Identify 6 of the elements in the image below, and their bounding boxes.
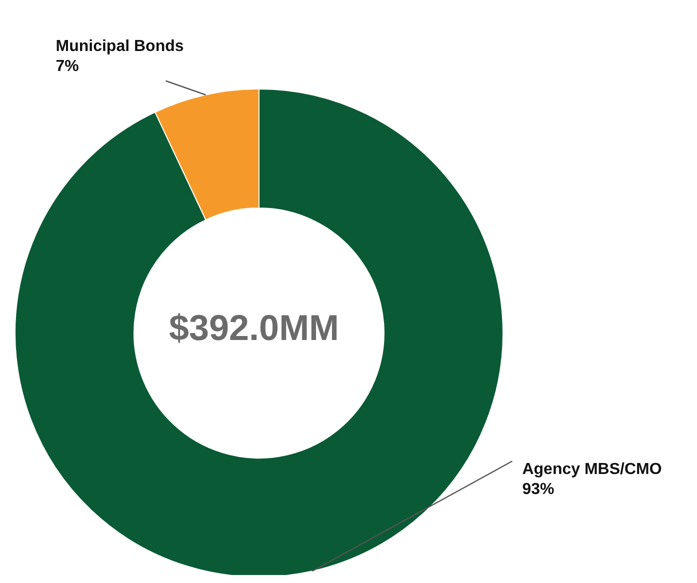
data-label: 7% [56,58,79,75]
slice-label: Agency MBS/CMO [522,461,662,478]
slice-label: Municipal Bonds [56,38,184,55]
donut-slice [14,88,504,575]
text: $392.0MM [168,307,340,349]
data-label: 93% [522,481,554,498]
